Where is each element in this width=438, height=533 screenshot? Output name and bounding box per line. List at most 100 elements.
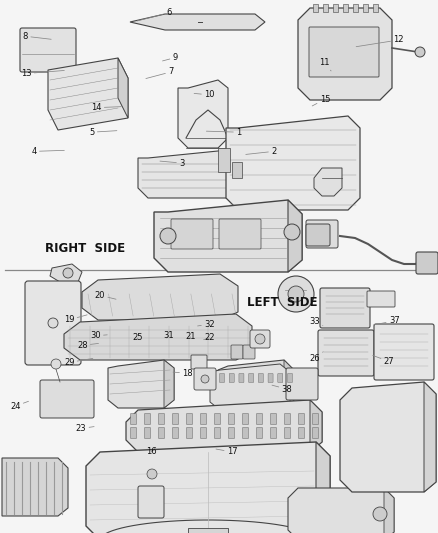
FancyBboxPatch shape [268, 374, 273, 383]
Text: 26: 26 [309, 352, 323, 362]
FancyBboxPatch shape [229, 374, 234, 383]
FancyBboxPatch shape [257, 427, 262, 439]
FancyBboxPatch shape [131, 414, 137, 424]
FancyBboxPatch shape [312, 414, 318, 424]
FancyBboxPatch shape [287, 374, 293, 383]
Polygon shape [384, 488, 394, 533]
Text: 7: 7 [146, 68, 173, 78]
FancyBboxPatch shape [215, 427, 220, 439]
Text: 19: 19 [64, 315, 87, 324]
Polygon shape [126, 400, 322, 452]
FancyBboxPatch shape [201, 414, 206, 424]
Polygon shape [284, 360, 294, 410]
Text: 23: 23 [76, 424, 94, 433]
FancyBboxPatch shape [229, 427, 234, 439]
Text: 12: 12 [356, 36, 404, 47]
Polygon shape [50, 264, 82, 282]
Polygon shape [424, 382, 436, 492]
FancyBboxPatch shape [258, 374, 263, 383]
Text: 14: 14 [91, 103, 121, 112]
FancyBboxPatch shape [316, 66, 352, 98]
FancyBboxPatch shape [309, 27, 379, 77]
Polygon shape [118, 58, 128, 118]
Text: RIGHT  SIDE: RIGHT SIDE [45, 242, 125, 255]
FancyBboxPatch shape [250, 330, 270, 348]
FancyBboxPatch shape [201, 427, 206, 439]
Text: 18: 18 [173, 369, 193, 377]
FancyBboxPatch shape [299, 414, 304, 424]
FancyBboxPatch shape [299, 427, 304, 439]
Text: 16: 16 [146, 448, 156, 456]
Text: 9: 9 [162, 53, 178, 62]
FancyBboxPatch shape [159, 427, 165, 439]
FancyBboxPatch shape [187, 427, 192, 439]
Text: 3: 3 [160, 159, 184, 167]
Polygon shape [108, 360, 174, 408]
Polygon shape [164, 360, 174, 408]
Polygon shape [86, 442, 330, 533]
FancyBboxPatch shape [320, 288, 370, 328]
Polygon shape [2, 458, 68, 516]
Bar [343, 4, 348, 12]
Polygon shape [310, 400, 322, 452]
FancyBboxPatch shape [285, 414, 290, 424]
Bar [353, 4, 358, 12]
Circle shape [201, 375, 209, 383]
FancyBboxPatch shape [374, 324, 434, 380]
Bar [188, 528, 228, 533]
Text: 33: 33 [309, 318, 323, 326]
FancyBboxPatch shape [318, 330, 374, 376]
Polygon shape [138, 150, 238, 198]
FancyBboxPatch shape [40, 380, 94, 418]
Circle shape [373, 507, 387, 521]
Circle shape [147, 469, 157, 479]
FancyBboxPatch shape [243, 414, 248, 424]
FancyBboxPatch shape [173, 414, 179, 424]
FancyBboxPatch shape [145, 427, 151, 439]
Circle shape [48, 318, 58, 328]
FancyBboxPatch shape [187, 414, 192, 424]
Polygon shape [298, 8, 392, 100]
Polygon shape [340, 382, 436, 492]
FancyBboxPatch shape [145, 414, 151, 424]
Text: 24: 24 [10, 401, 28, 410]
Bar [373, 4, 378, 12]
Text: 6: 6 [137, 9, 171, 21]
Text: 20: 20 [95, 291, 116, 300]
FancyBboxPatch shape [231, 345, 243, 359]
Polygon shape [48, 58, 128, 130]
Text: 13: 13 [21, 69, 64, 78]
Text: 17: 17 [216, 448, 237, 456]
FancyBboxPatch shape [278, 374, 283, 383]
Text: 8: 8 [23, 32, 51, 41]
Polygon shape [288, 488, 394, 533]
Circle shape [415, 47, 425, 57]
FancyBboxPatch shape [138, 486, 164, 518]
FancyBboxPatch shape [173, 427, 179, 439]
FancyBboxPatch shape [219, 374, 225, 383]
Circle shape [160, 228, 176, 244]
FancyBboxPatch shape [285, 427, 290, 439]
Text: 5: 5 [89, 128, 117, 136]
FancyBboxPatch shape [249, 374, 254, 383]
Text: 38: 38 [272, 385, 292, 393]
FancyBboxPatch shape [367, 291, 395, 307]
Text: 4: 4 [32, 147, 64, 156]
Bar [232, 162, 242, 178]
FancyBboxPatch shape [286, 368, 318, 400]
FancyBboxPatch shape [25, 281, 81, 365]
Text: 25: 25 [133, 334, 143, 342]
Text: 11: 11 [319, 59, 331, 71]
Text: 31: 31 [163, 332, 174, 340]
Circle shape [255, 334, 265, 344]
Bar [313, 4, 318, 12]
Circle shape [63, 268, 73, 278]
Polygon shape [154, 200, 302, 272]
Polygon shape [130, 14, 265, 30]
FancyBboxPatch shape [271, 414, 276, 424]
FancyBboxPatch shape [229, 414, 234, 424]
Polygon shape [82, 274, 238, 320]
Polygon shape [178, 80, 228, 148]
Text: 37: 37 [374, 317, 399, 325]
Bar [363, 4, 368, 12]
